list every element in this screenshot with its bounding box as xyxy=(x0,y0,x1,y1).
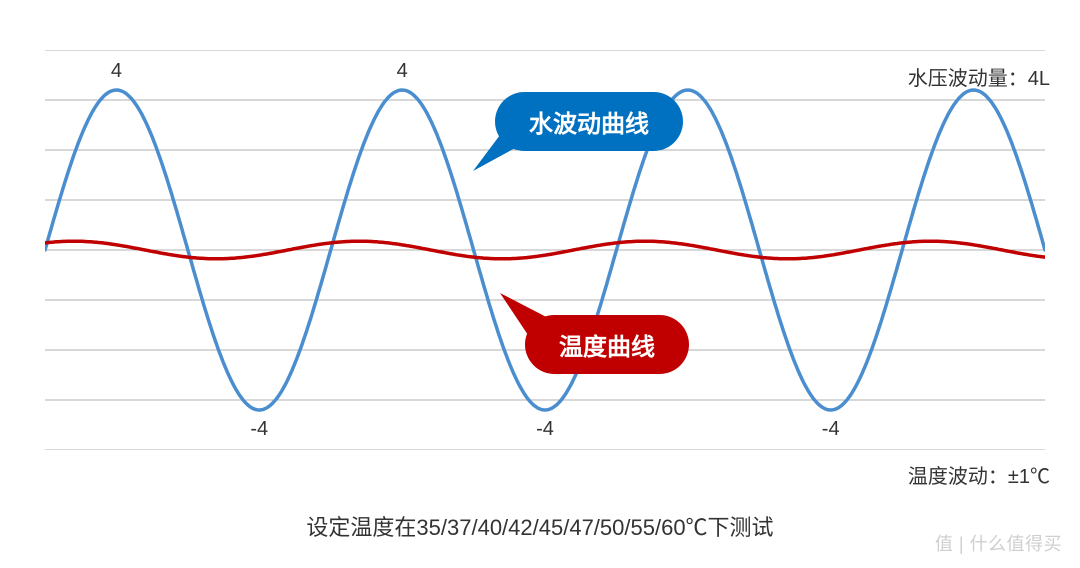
peak-label: 4 xyxy=(111,60,122,83)
bubble-temperature: 温度曲线 xyxy=(525,315,689,374)
trough-label: -4 xyxy=(250,418,268,441)
bubble-tail-icon xyxy=(500,293,565,335)
bubble-tail-icon xyxy=(473,131,533,171)
temperature-range-label: 温度波动：±1℃ xyxy=(908,460,1050,489)
trough-label: -4 xyxy=(536,418,554,441)
bubble-water-wave: 水波动曲线 xyxy=(495,92,683,151)
bubble-text: 温度曲线 xyxy=(559,334,655,361)
trough-label: -4 xyxy=(822,418,840,441)
chart-container: 水压波动量：4L 4 4 -4 -4 -4 水波动曲线 温度曲线 温度波动：±1… xyxy=(0,0,1080,568)
chart-caption: 设定温度在35/37/40/42/45/47/50/55/60℃下测试 xyxy=(0,510,1080,542)
bubble-text: 水波动曲线 xyxy=(529,111,649,138)
watermark: 值 | 什么值得买 xyxy=(935,530,1062,556)
peak-label: 4 xyxy=(397,60,408,83)
